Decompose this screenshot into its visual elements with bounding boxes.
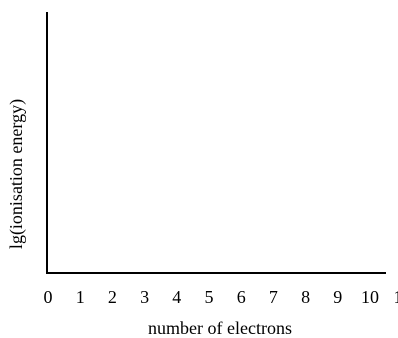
x-tick-label: 5 [205, 287, 214, 307]
x-axis-label: number of electrons [148, 318, 292, 338]
x-tick-label: 6 [237, 287, 246, 307]
x-tick-label: 11 [394, 287, 398, 307]
x-tick-label: 4 [172, 287, 181, 307]
x-tick-label: 7 [269, 287, 278, 307]
y-axis-label: lg(ionisation energy) [6, 99, 27, 249]
x-tick-label: 10 [361, 287, 379, 307]
x-tick-label: 2 [108, 287, 117, 307]
x-tick-label: 3 [140, 287, 149, 307]
x-tick-label: 1 [76, 287, 85, 307]
x-axis-ticks: 0 1 2 3 4 5 6 7 8 9 10 11 [44, 287, 398, 307]
x-tick-label: 8 [301, 287, 310, 307]
x-tick-label: 9 [333, 287, 342, 307]
x-tick-label: 0 [44, 287, 53, 307]
